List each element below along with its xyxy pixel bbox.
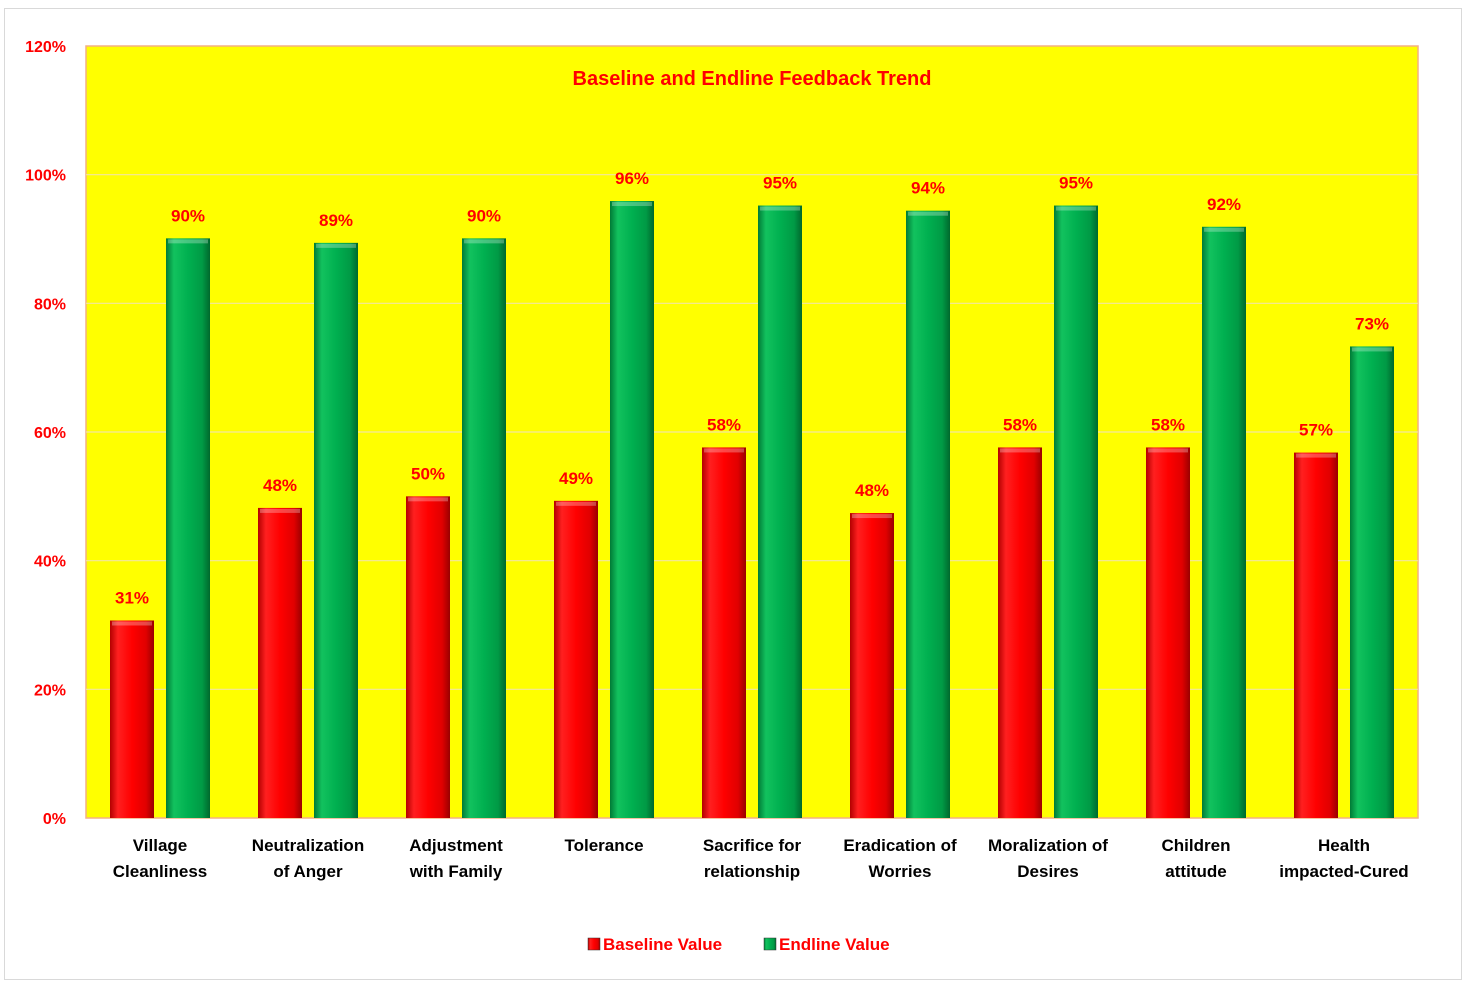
x-category-label: Village Cleanliness [113, 836, 208, 881]
endline-bar [1202, 226, 1246, 818]
x-category-label: Children attitude [1162, 836, 1231, 881]
y-tick-label: 100% [25, 168, 66, 185]
y-tick-label: 60% [34, 425, 66, 442]
endline-bar-bevel [908, 211, 948, 216]
endline-data-label: 92% [1207, 195, 1241, 214]
endline-bar-bevel [1056, 206, 1096, 211]
y-axis-ticks: 0% 20% 40% 60% 80% 100% 120% [25, 39, 66, 828]
legend-item-baseline[interactable]: Baseline Value [587, 935, 722, 954]
endline-bar-bevel [760, 206, 800, 211]
baseline-bar-bevel [260, 508, 300, 513]
x-category-label: Health impacted-Cured [1279, 836, 1408, 881]
y-tick-label: 20% [34, 682, 66, 699]
endline-bar-bevel [316, 243, 356, 248]
endline-bar [314, 242, 358, 819]
y-tick-label: 40% [34, 554, 66, 571]
chart-frame: 0% 20% 40% 60% 80% 100% 120% 31% 90% 48% 89% 50% 90… [4, 8, 1462, 980]
legend-item-endline-swatch [763, 937, 777, 951]
legend-item-endline-label: Endline Value [779, 935, 890, 954]
x-category-label: Tolerance [564, 836, 643, 855]
baseline-data-label: 57% [1299, 421, 1333, 440]
endline-data-label: 89% [319, 211, 353, 230]
baseline-bar-bevel [408, 497, 448, 502]
y-tick-label: 80% [34, 296, 66, 313]
bar-chart: 0% 20% 40% 60% 80% 100% 120% 31% 90% 48% 89% 50% 90… [25, 39, 1419, 954]
baseline-data-label: 48% [855, 481, 889, 500]
baseline-data-label: 31% [115, 588, 149, 607]
endline-bar [610, 201, 654, 818]
legend-item-baseline-swatch [587, 937, 601, 951]
endline-bar-bevel [1204, 227, 1244, 232]
baseline-data-label: 48% [263, 476, 297, 495]
chart-title: Baseline and Endline Feedback Trend [573, 68, 932, 90]
endline-bar-bevel [464, 239, 504, 244]
endline-data-label: 90% [171, 206, 205, 225]
endline-data-label: 90% [467, 206, 501, 225]
endline-bar [1054, 205, 1098, 819]
baseline-bar [1294, 452, 1338, 818]
baseline-bar [702, 447, 746, 818]
baseline-data-label: 50% [411, 464, 445, 483]
baseline-data-label: 49% [559, 469, 593, 488]
x-category-label: Adjustment with Family [409, 836, 503, 881]
x-axis-labels: Village Cleanliness Neutralization of Anger… [113, 836, 1409, 881]
baseline-bar-bevel [112, 621, 152, 626]
endline-data-label: 73% [1355, 314, 1389, 333]
baseline-data-label: 58% [1003, 415, 1037, 434]
legend-item-baseline-label: Baseline Value [603, 935, 722, 954]
endline-data-label: 95% [1059, 174, 1093, 193]
endline-bar [166, 238, 210, 818]
baseline-data-label: 58% [707, 415, 741, 434]
baseline-bar-bevel [1148, 448, 1188, 453]
endline-data-label: 96% [615, 169, 649, 188]
legend-item-endline[interactable]: Endline Value [763, 935, 890, 954]
endline-bar-bevel [168, 239, 208, 244]
baseline-data-label: 58% [1151, 415, 1185, 434]
x-category-label: Eradication of Worries [843, 836, 957, 881]
baseline-bar [554, 500, 598, 818]
y-tick-label: 0% [43, 811, 66, 828]
baseline-bar-bevel [1296, 453, 1336, 458]
x-category-label: Moralization of Desires [988, 836, 1108, 881]
endline-bar [758, 205, 802, 819]
baseline-bar [258, 507, 302, 818]
gridlines [86, 174, 1418, 690]
endline-bar-bevel [1352, 347, 1392, 352]
baseline-bar [1146, 447, 1190, 818]
baseline-bar [110, 620, 154, 818]
x-category-label: Neutralization of Anger [252, 836, 364, 881]
endline-bar [462, 238, 506, 818]
baseline-bar [998, 447, 1042, 818]
baseline-bar-bevel [1000, 448, 1040, 453]
y-tick-label: 120% [25, 39, 66, 56]
legend[interactable]: Baseline Value Endline Value [587, 935, 890, 954]
endline-bar [906, 210, 950, 818]
baseline-bar [406, 496, 450, 818]
baseline-bar-bevel [556, 501, 596, 506]
data-labels: 31% 90% 48% 89% 50% 90% 49% 96% 58% 95% 48% 94% 58% 9… [115, 169, 1389, 607]
endline-data-label: 95% [763, 174, 797, 193]
x-category-label: Sacrifice for relationship [703, 836, 802, 881]
bars [110, 201, 1394, 819]
baseline-bar-bevel [704, 448, 744, 453]
endline-bar [1350, 346, 1394, 818]
baseline-bar [850, 513, 894, 818]
endline-bar-bevel [612, 202, 652, 207]
baseline-bar-bevel [852, 514, 892, 519]
endline-data-label: 94% [911, 179, 945, 198]
